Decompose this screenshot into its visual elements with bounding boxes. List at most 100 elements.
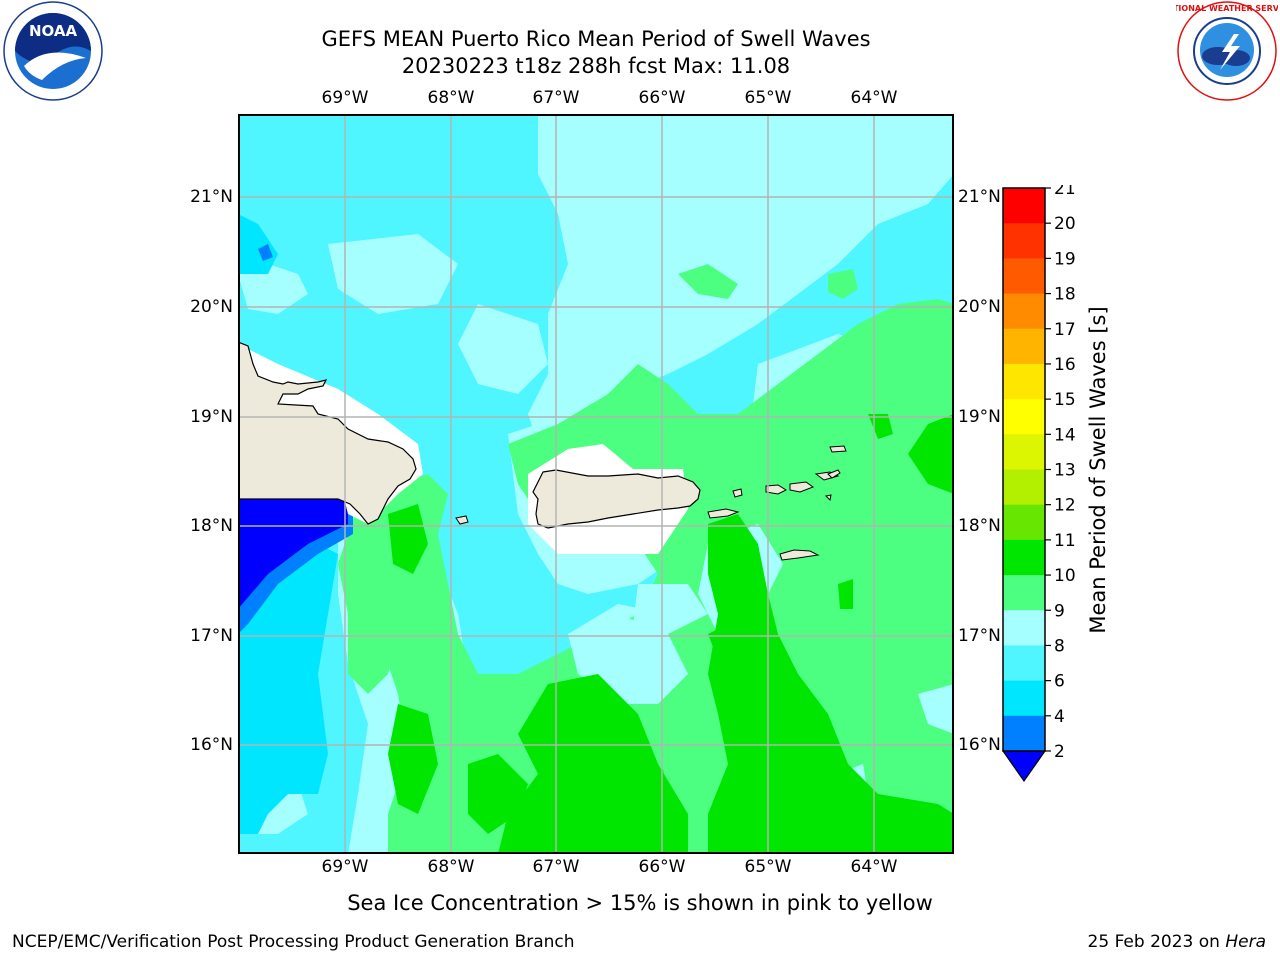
- colorbar-segment: [1003, 434, 1045, 470]
- anegada-island: [829, 445, 847, 453]
- lat-label-right: 17°N: [958, 626, 1001, 646]
- colorbar-tick-label: 2: [1054, 742, 1065, 762]
- lon-label-top: 64°W: [850, 88, 898, 108]
- lon-label-top: 68°W: [427, 88, 475, 108]
- colorbar-tick-label: 18: [1054, 285, 1076, 305]
- lat-label-left: 20°N: [190, 297, 233, 317]
- virgin-islands: [765, 484, 788, 495]
- swell-region-10-11: [678, 264, 738, 299]
- lon-label-bottom: 67°W: [532, 857, 580, 877]
- colorbar-segment: [1003, 680, 1045, 717]
- footer-date: 25 Feb 2023 on Hera: [1088, 932, 1266, 952]
- swell-region-4-6: [258, 244, 273, 261]
- swell-region-11-12: [908, 414, 954, 494]
- swell-region-6-8: [238, 734, 288, 814]
- nws-logo-text: NATIONAL WEATHER SERVICE: [1176, 4, 1278, 13]
- colorbar-tick-label: 12: [1054, 496, 1076, 516]
- hispaniola-land: [238, 341, 417, 525]
- chart-title: GEFS MEAN Puerto Rico Mean Period of Swe…: [321, 27, 871, 51]
- colorbar-tick-label: 4: [1054, 707, 1065, 727]
- colorbar-tick-label: 16: [1054, 355, 1076, 375]
- swell-region-9-10: [238, 264, 308, 314]
- map-plot: [238, 114, 954, 854]
- lon-label-top: 66°W: [638, 88, 686, 108]
- colorbar-segment: [1003, 223, 1045, 259]
- footer-credit: NCEP/EMC/Verification Post Processing Pr…: [12, 932, 575, 952]
- swell-region-10-11: [828, 269, 858, 299]
- colorbar-segment: [1003, 575, 1045, 611]
- colorbar-tick-label: 11: [1054, 531, 1076, 551]
- swell-region-9-10: [918, 684, 954, 734]
- colorbar-segment: [1003, 504, 1045, 541]
- mona-island: [455, 515, 469, 525]
- colorbar-tick-label: 15: [1054, 390, 1076, 410]
- lat-label-right: 21°N: [958, 187, 1001, 207]
- colorbar-extend-triangle: [1001, 750, 1047, 783]
- colorbar-segment: [1003, 258, 1045, 295]
- colorbar-segment: [1003, 328, 1045, 365]
- colorbar: 21 20 19 18 17 16 15 14 13 12 11 10 9 8 6 4 2: [1001, 185, 1076, 783]
- lat-label-left: 18°N: [190, 516, 233, 536]
- swell-region-11-12: [628, 769, 668, 809]
- lon-label-bottom: 69°W: [321, 857, 369, 877]
- colorbar-tick-label: 20: [1054, 214, 1076, 234]
- colorbar-segment: [1003, 469, 1045, 506]
- colorbar-tick-label: 14: [1054, 425, 1076, 445]
- colorbar-segments: [1003, 188, 1045, 752]
- colorbar-tick-label: 17: [1054, 320, 1076, 340]
- lon-label-bottom: 65°W: [744, 857, 792, 877]
- virgin-islands: [789, 481, 815, 493]
- colorbar-tick-label: 21: [1054, 185, 1076, 199]
- colorbar-segment: [1003, 610, 1045, 646]
- lon-label-top: 69°W: [321, 88, 369, 108]
- colorbar-segment: [1003, 363, 1045, 400]
- lat-label-right: 20°N: [958, 297, 1001, 317]
- swell-region-11-12: [838, 579, 853, 609]
- swell-region-11-12: [498, 674, 688, 854]
- nws-logo: NATIONAL WEATHER SERVICE: [1176, 1, 1278, 101]
- colorbar-tick-label: 19: [1054, 249, 1076, 269]
- footer-date-text: 25 Feb 2023 on: [1087, 932, 1226, 952]
- colorbar-tick-label: 6: [1054, 672, 1065, 692]
- lon-label-top: 67°W: [532, 88, 580, 108]
- noaa-logo: NOAA: [3, 1, 103, 101]
- swell-region-11-12: [388, 504, 428, 574]
- lat-label-left: 16°N: [190, 735, 233, 755]
- colorbar-segment: [1003, 539, 1045, 576]
- chart-subtitle: 20230223 t18z 288h fcst Max: 11.08: [401, 54, 791, 78]
- puerto-rico-land: [532, 469, 701, 529]
- lat-label-left: 19°N: [190, 407, 233, 427]
- swell-region-11-12: [708, 629, 723, 647]
- colorbar-tick-label: 13: [1054, 461, 1076, 481]
- lat-label-right: 18°N: [958, 516, 1001, 536]
- colorbar-segment: [1003, 715, 1045, 752]
- lon-label-bottom: 64°W: [850, 857, 898, 877]
- lat-label-right: 16°N: [958, 735, 1001, 755]
- swell-region-11-12: [468, 754, 528, 834]
- lon-label-bottom: 68°W: [427, 857, 475, 877]
- colorbar-segment: [1003, 293, 1045, 330]
- noaa-logo-text: NOAA: [29, 22, 78, 40]
- swell-region-9-10: [458, 304, 548, 394]
- graticule: [238, 114, 954, 854]
- colorbar-segment: [1003, 188, 1045, 224]
- colorbar-tick-label: 10: [1054, 566, 1076, 586]
- colorbar-segment: [1003, 645, 1045, 682]
- lon-label-top: 65°W: [744, 88, 792, 108]
- lat-label-right: 19°N: [958, 407, 1001, 427]
- culebra-island: [732, 488, 743, 498]
- lat-label-left: 21°N: [190, 187, 233, 207]
- colorbar-label: Mean Period of Swell Waves [s]: [1086, 306, 1110, 634]
- map-frame: [238, 114, 954, 854]
- swell-region-11-12: [388, 704, 438, 814]
- colorbar-tick-label: 9: [1054, 601, 1065, 621]
- st-croix-island: [779, 549, 820, 561]
- sea-ice-caption: Sea Ice Concentration > 15% is shown in …: [347, 891, 933, 915]
- lat-label-left: 17°N: [190, 626, 233, 646]
- swell-region-9-10: [328, 234, 458, 314]
- lon-label-bottom: 66°W: [638, 857, 686, 877]
- colorbar-ticks: 21 20 19 18 17 16 15 14 13 12 11 10 9 8 6 4 2: [1045, 185, 1076, 762]
- footer-machine: Hera: [1225, 932, 1266, 952]
- swell-region-9-10: [633, 584, 708, 634]
- anguilla-island: [827, 469, 841, 479]
